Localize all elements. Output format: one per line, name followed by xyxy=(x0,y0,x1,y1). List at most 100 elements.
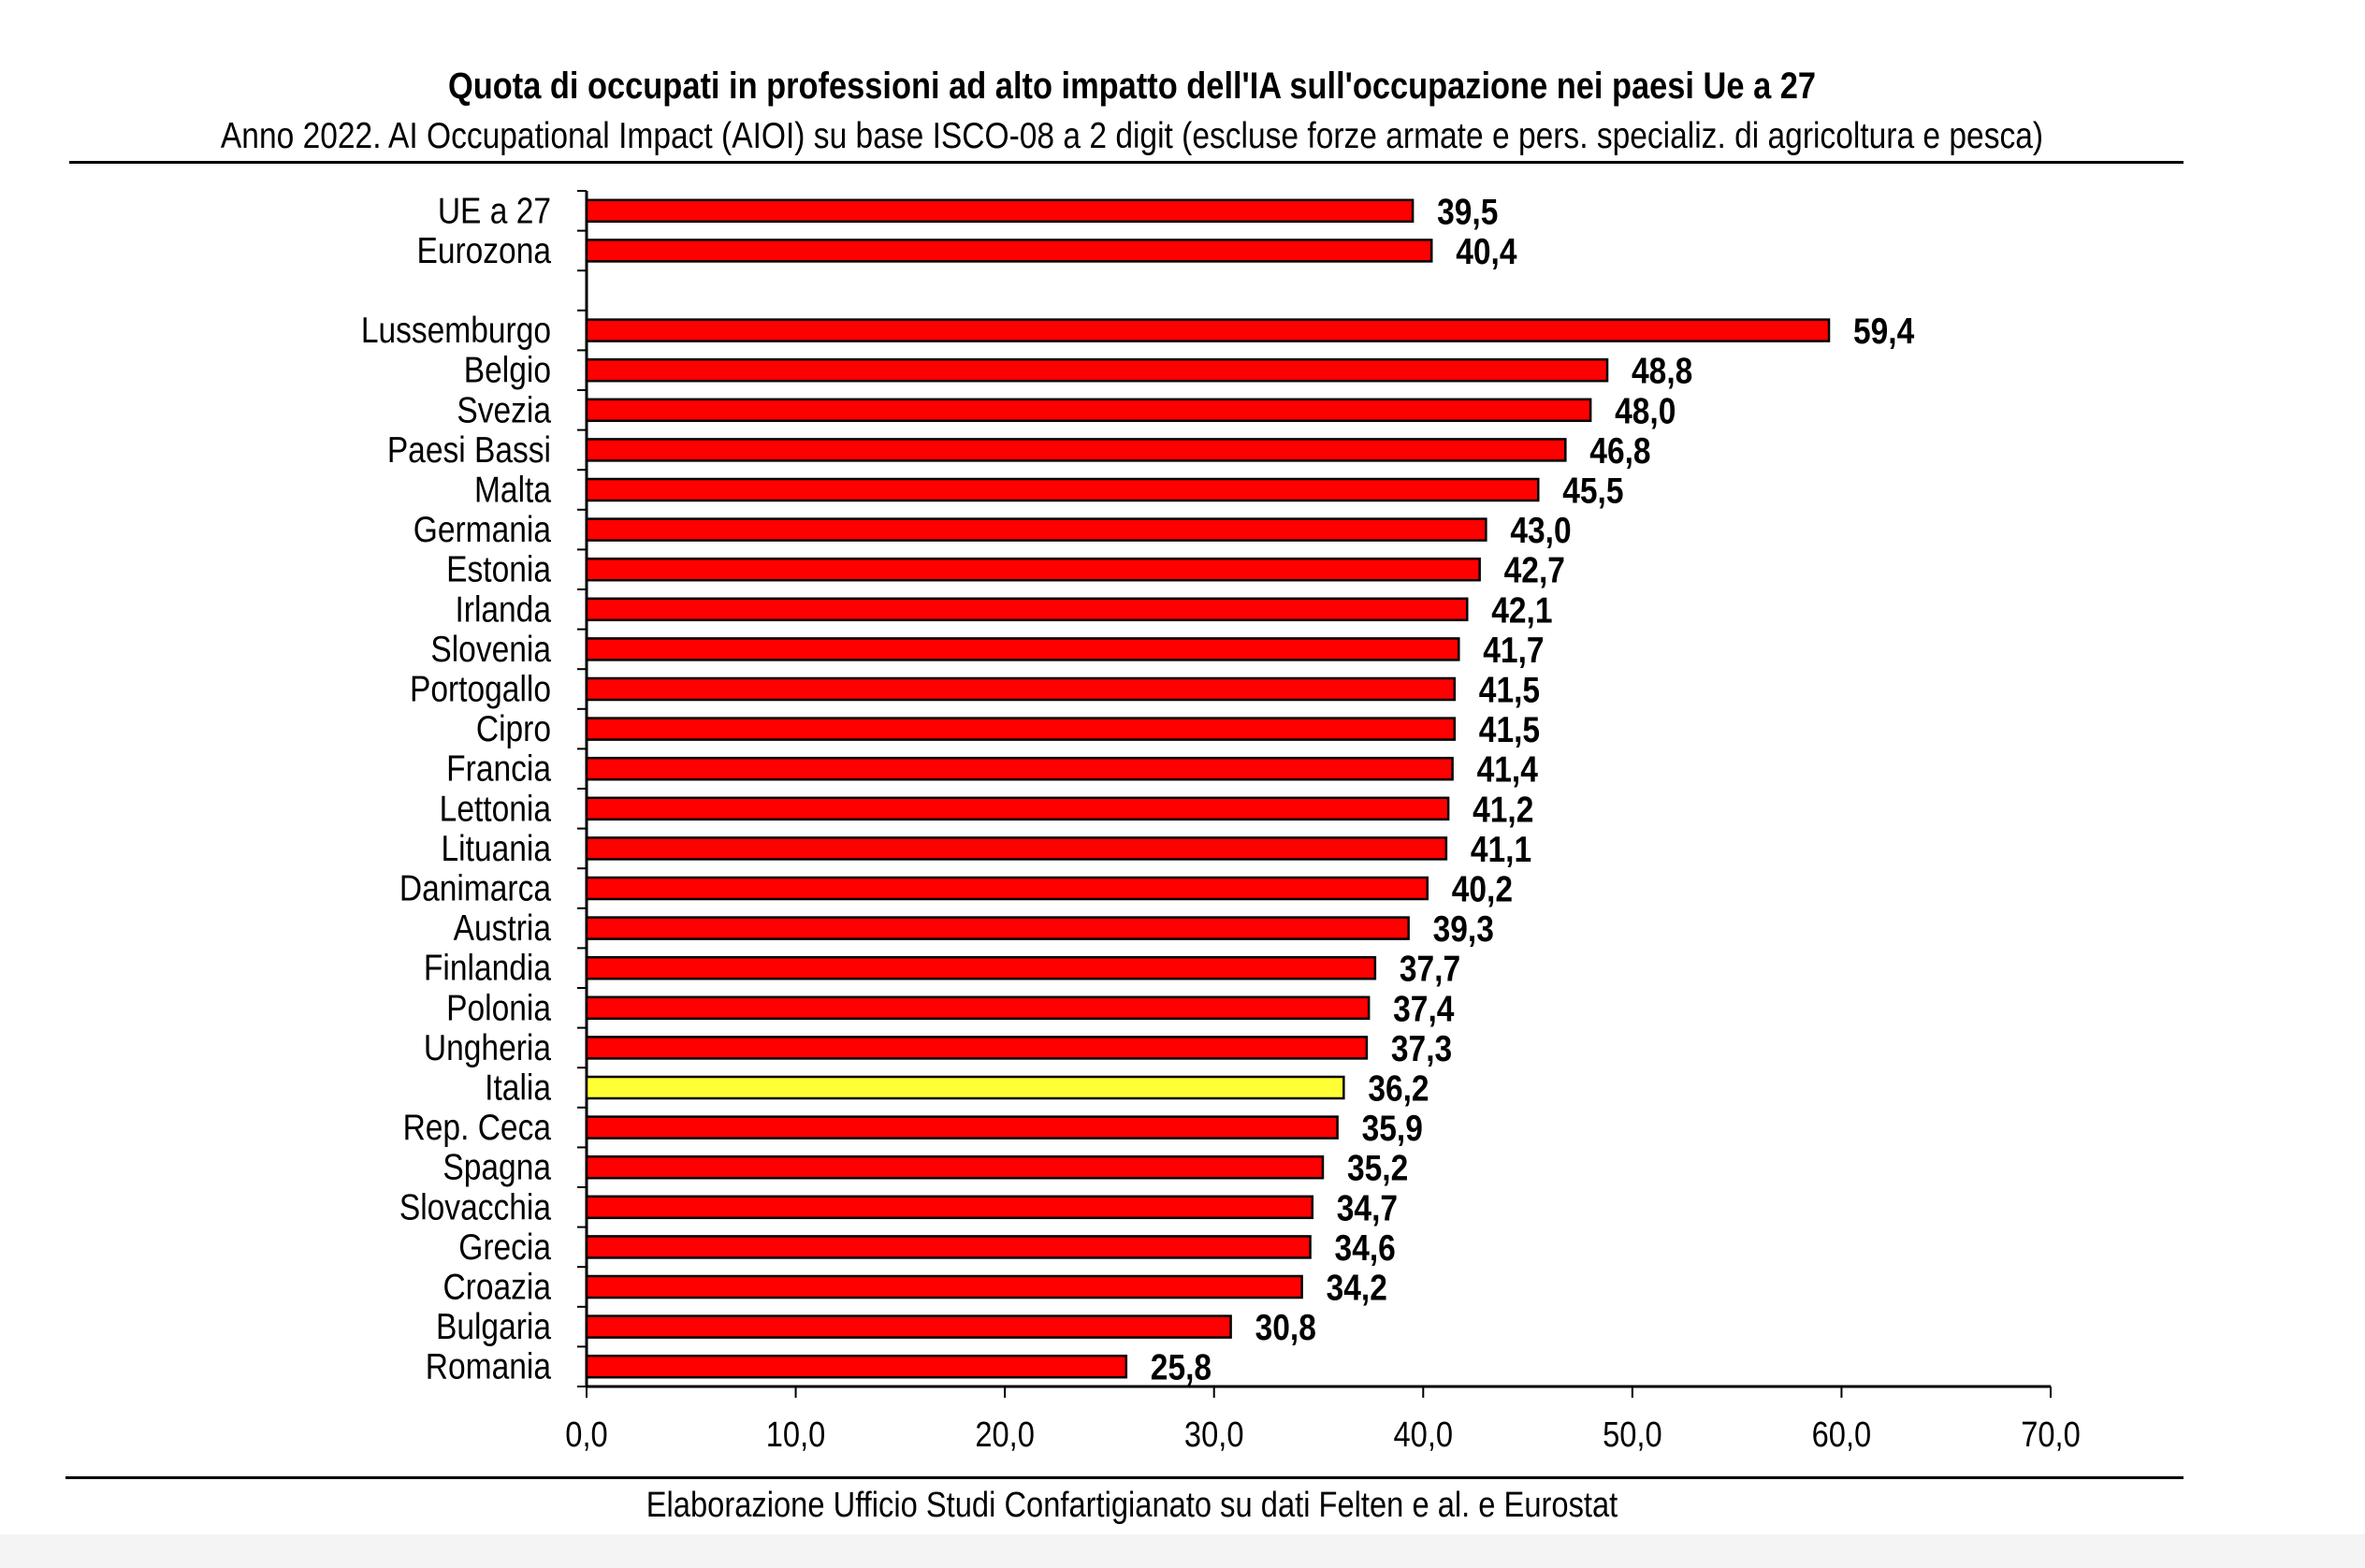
bar xyxy=(585,597,1469,622)
bar xyxy=(585,1036,1369,1060)
data-label: 41,7 xyxy=(1483,630,1544,671)
data-label: 41,4 xyxy=(1477,748,1539,790)
data-label: 46,8 xyxy=(1589,430,1650,472)
data-label: 34,6 xyxy=(1335,1227,1396,1269)
bar xyxy=(585,398,1592,423)
chart-title: Quota di occupati in professioni ad alto… xyxy=(447,65,1817,107)
data-label: 41,2 xyxy=(1473,789,1533,830)
category-label: Croazia xyxy=(443,1266,551,1307)
category-label: Austria xyxy=(454,907,552,949)
category-label: Francia xyxy=(446,748,552,789)
bar xyxy=(585,477,1540,502)
bar xyxy=(585,676,1457,702)
category-label: Spagna xyxy=(443,1146,551,1187)
bar xyxy=(585,995,1371,1021)
data-label: 37,3 xyxy=(1391,1028,1452,1069)
top-rule xyxy=(69,161,2184,164)
category-label: Romania xyxy=(426,1345,552,1387)
data-label: 41,1 xyxy=(1471,829,1531,870)
category-label: Danimarca xyxy=(399,867,552,908)
bottom-rule xyxy=(65,1476,2184,1479)
category-label: Paesi Bassi xyxy=(387,429,551,471)
bar xyxy=(585,1314,1232,1339)
category-label: Belgio xyxy=(464,349,551,390)
x-tick-label: 70,0 xyxy=(2021,1415,2081,1455)
data-label: 42,1 xyxy=(1491,589,1552,631)
bar xyxy=(585,955,1377,980)
bar-highlight xyxy=(585,1075,1345,1100)
category-label: Cipro xyxy=(476,708,551,749)
bottom-band xyxy=(0,1534,2365,1568)
x-tick-label: 30,0 xyxy=(1184,1415,1244,1455)
x-tick-label: 0,0 xyxy=(565,1415,607,1455)
data-label: 45,5 xyxy=(1562,470,1623,511)
x-tick-label: 20,0 xyxy=(975,1415,1035,1455)
bar xyxy=(585,1195,1314,1220)
x-tick-label: 60,0 xyxy=(1812,1415,1872,1455)
data-label: 37,7 xyxy=(1400,948,1460,989)
category-label: Italia xyxy=(485,1067,552,1108)
bar xyxy=(585,198,1415,224)
category-label: Eurozona xyxy=(416,230,551,271)
category-label: Malta xyxy=(474,469,552,510)
data-label: 25,8 xyxy=(1151,1346,1212,1387)
bar xyxy=(585,557,1481,582)
bar xyxy=(585,1274,1303,1299)
bar xyxy=(585,916,1410,940)
category-label: Slovenia xyxy=(430,629,551,670)
category-label: Slovacchia xyxy=(399,1186,552,1227)
x-tick-label: 10,0 xyxy=(766,1415,826,1455)
data-label: 42,7 xyxy=(1504,549,1565,590)
category-label: Bulgaria xyxy=(436,1306,552,1347)
bar xyxy=(585,1154,1325,1180)
x-tick-label: 50,0 xyxy=(1603,1415,1662,1455)
data-label: 36,2 xyxy=(1368,1067,1429,1109)
category-label: Estonia xyxy=(446,548,552,589)
category-label: Portogallo xyxy=(410,668,551,709)
bar xyxy=(585,876,1429,901)
data-label: 35,2 xyxy=(1347,1147,1408,1188)
bar xyxy=(585,1235,1312,1259)
data-label: 59,4 xyxy=(1853,311,1915,352)
data-label: 39,3 xyxy=(1433,908,1494,950)
x-tick-label: 40,0 xyxy=(1393,1415,1453,1455)
data-label: 37,4 xyxy=(1393,988,1455,1029)
category-label: Polonia xyxy=(446,987,552,1028)
category-label: Svezia xyxy=(457,389,551,430)
category-label: Irlanda xyxy=(455,588,551,630)
category-label: Grecia xyxy=(458,1227,551,1268)
data-label: 35,9 xyxy=(1362,1108,1423,1149)
bar xyxy=(585,357,1609,383)
bar xyxy=(585,836,1448,861)
category-label: Lettonia xyxy=(440,788,552,829)
category-label: Lussemburgo xyxy=(361,310,551,351)
category-label: UE a 27 xyxy=(438,190,551,231)
bar xyxy=(585,796,1450,821)
source-note: Elaborazione Ufficio Studi Confartigiana… xyxy=(646,1486,1618,1525)
data-label: 30,8 xyxy=(1255,1307,1316,1348)
data-label: 41,5 xyxy=(1479,709,1540,750)
bar xyxy=(585,239,1433,263)
category-label: Finlandia xyxy=(424,947,552,988)
bar xyxy=(585,1354,1128,1379)
data-label: 43,0 xyxy=(1510,510,1571,551)
bar xyxy=(585,1115,1339,1140)
bar xyxy=(585,517,1487,542)
data-label: 39,5 xyxy=(1437,191,1498,232)
category-label: Lituania xyxy=(442,828,552,869)
category-label: Ungheria xyxy=(424,1027,552,1068)
data-label: 48,0 xyxy=(1615,390,1676,431)
data-label: 48,8 xyxy=(1632,350,1692,391)
bar xyxy=(585,637,1460,661)
bar xyxy=(585,318,1831,342)
data-label: 34,7 xyxy=(1337,1187,1398,1228)
bar xyxy=(585,438,1567,462)
data-label: 41,5 xyxy=(1479,669,1540,710)
bar xyxy=(585,756,1454,781)
category-label: Germania xyxy=(414,509,552,550)
bar xyxy=(585,717,1457,741)
data-label: 40,2 xyxy=(1452,868,1513,909)
data-label: 34,2 xyxy=(1327,1267,1387,1308)
